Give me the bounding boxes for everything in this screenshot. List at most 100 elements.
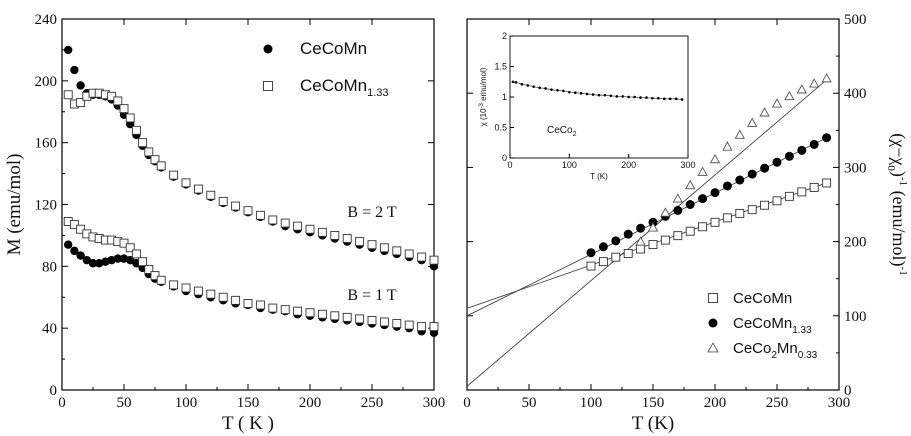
inset-x-tick-label: 300 — [680, 160, 695, 170]
right-x-tick-label: 200 — [704, 395, 727, 411]
inset-data-point — [674, 97, 678, 101]
left-x-tick-label: 50 — [117, 395, 132, 411]
data-point — [697, 166, 708, 176]
data-point — [698, 222, 708, 232]
data-point — [821, 73, 832, 83]
legend-marker — [707, 342, 719, 353]
annotation-b1t: B = 1 T — [347, 287, 396, 304]
data-point — [206, 190, 216, 200]
right-y-tick-label: 500 — [844, 12, 867, 28]
data-point — [82, 255, 92, 265]
data-point — [330, 311, 340, 321]
left-x-tick-label: 250 — [361, 395, 384, 411]
fit-line — [467, 79, 827, 387]
data-point — [404, 249, 414, 259]
inset-data-point — [603, 93, 607, 97]
right-x-tick-label: 50 — [522, 395, 537, 411]
data-point — [673, 205, 683, 215]
left-x-tick-label: 0 — [58, 395, 66, 411]
data-point — [150, 271, 160, 281]
inset-data-point — [511, 80, 515, 84]
inset-y-tick-label: 1.5 — [494, 62, 507, 72]
inset-y-tick-label: 2 — [502, 31, 507, 41]
inset-data-point — [609, 94, 613, 98]
left-x-tick-label: 200 — [299, 395, 322, 411]
inset-data-point — [573, 91, 577, 95]
inset-data-point — [585, 92, 589, 96]
data-point — [685, 179, 696, 190]
inset-data-point — [562, 89, 565, 93]
data-point — [268, 215, 278, 225]
data-point — [119, 104, 129, 114]
data-point — [747, 169, 757, 179]
inset-x-tick-label: 100 — [562, 160, 577, 170]
data-point — [88, 259, 98, 268]
inset-data-point — [680, 98, 684, 101]
left-y-tick-label: 240 — [35, 12, 58, 28]
right-series-3 — [635, 73, 832, 246]
data-point — [404, 320, 414, 330]
data-point — [611, 252, 621, 262]
left-y-tick-label: 160 — [35, 136, 58, 152]
left-series-4 — [63, 217, 439, 332]
data-point — [169, 280, 179, 290]
data-point — [623, 249, 633, 258]
data-point — [672, 193, 683, 203]
data-point — [392, 246, 402, 256]
data-point — [218, 292, 228, 302]
data-point — [417, 322, 427, 332]
data-point — [822, 178, 832, 188]
data-point — [722, 181, 732, 191]
inset-y-tick-label: 1 — [502, 92, 507, 102]
right-y-tick-label: 200 — [844, 235, 867, 251]
data-point — [243, 298, 253, 308]
data-point — [125, 243, 135, 253]
inset-data-point — [538, 86, 541, 90]
right-x-tick-label: 100 — [580, 395, 603, 411]
data-point — [231, 201, 241, 211]
data-point — [784, 151, 794, 161]
inset-data-point — [591, 93, 595, 96]
data-point — [710, 188, 720, 198]
inset-data-point — [532, 85, 536, 88]
data-point — [772, 157, 782, 167]
data-point — [734, 129, 745, 139]
legend-label: CeCoMn1.33 — [300, 76, 389, 99]
data-point — [673, 231, 683, 241]
data-point — [131, 249, 141, 259]
data-point — [809, 182, 819, 192]
left-x-axis-label: T ( K ) — [222, 413, 274, 434]
data-point — [76, 98, 86, 107]
data-point — [206, 289, 216, 299]
inset-data-point — [639, 96, 642, 99]
right-series-2 — [586, 133, 832, 258]
left-y-tick-label: 120 — [35, 198, 58, 214]
data-point — [710, 217, 720, 227]
left-series-2 — [63, 88, 439, 265]
data-point — [784, 191, 794, 201]
data-point — [63, 90, 73, 100]
right-legend: CeCoMn CeCoMn1.33 CeCo2Mn0.33 — [707, 290, 818, 361]
data-point — [181, 178, 191, 188]
left-y-tick-label: 200 — [35, 74, 58, 90]
data-point — [193, 184, 203, 194]
inset-data-point — [550, 88, 553, 91]
data-point — [156, 161, 166, 171]
data-point — [660, 207, 671, 217]
data-point — [131, 125, 141, 135]
data-point — [685, 200, 695, 209]
left-y-tick-label: 0 — [50, 383, 58, 399]
left-x-tick-label: 100 — [175, 395, 198, 411]
data-point — [598, 257, 608, 267]
data-point — [355, 314, 365, 324]
data-point — [636, 223, 646, 233]
data-point — [243, 206, 253, 216]
right-x-tick-label: 0 — [463, 395, 471, 411]
data-point — [685, 226, 695, 236]
data-point — [255, 300, 265, 310]
data-point — [747, 205, 757, 215]
inset-x-tick-label: 200 — [621, 160, 636, 170]
right-y-tick-label: 300 — [844, 160, 867, 176]
inset-data-point — [597, 93, 601, 97]
